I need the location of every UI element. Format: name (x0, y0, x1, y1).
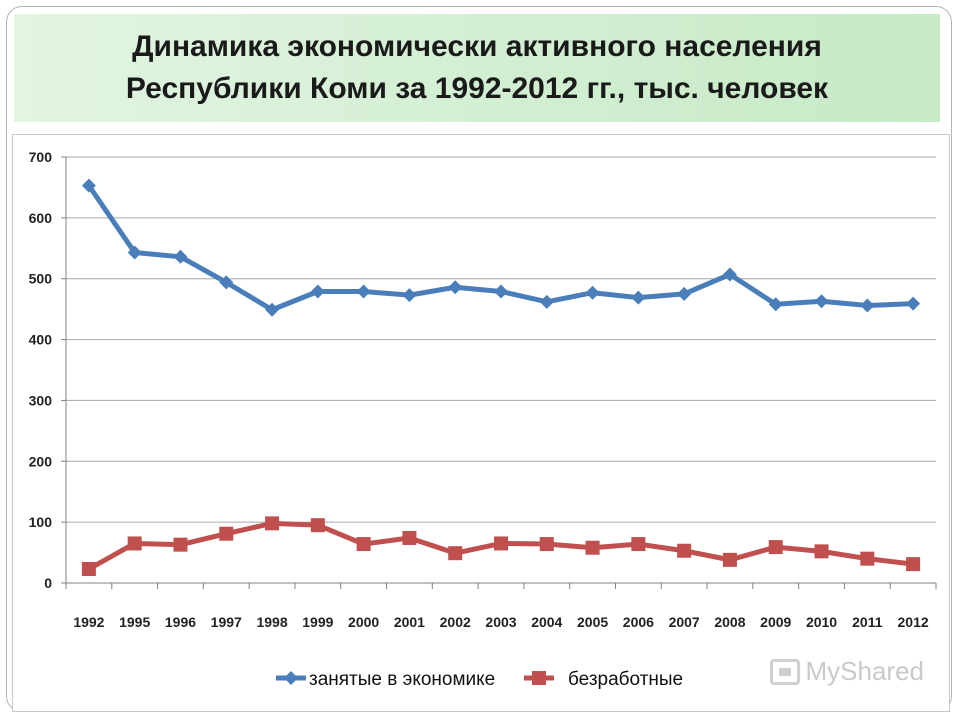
x-tick-label: 2007 (669, 614, 700, 630)
data-point (310, 518, 325, 533)
x-tick-label: 2003 (485, 614, 516, 630)
data-point (906, 296, 921, 311)
title-line-1: Динамика экономически активного населени… (132, 30, 822, 63)
y-tick-label: 700 (29, 149, 53, 165)
x-tick-label: 1996 (165, 614, 196, 630)
legend-item-2: безработные (524, 669, 683, 690)
y-tick-label: 100 (29, 514, 53, 530)
gridlines (66, 156, 936, 584)
watermark: MyShared (769, 656, 925, 687)
data-point (356, 537, 371, 552)
y-tick-label: 600 (29, 210, 53, 226)
data-point (219, 275, 234, 290)
x-tick-label: 2012 (898, 614, 929, 630)
y-axis-ticks: 0 100 200 300 400 500 600 700 (29, 149, 53, 591)
legend-item-1: занятые в экономике (276, 669, 495, 690)
x-tick-label: 2004 (531, 614, 562, 630)
title-banner: Динамика экономически активного населени… (14, 14, 940, 122)
x-tick-label: 2008 (714, 614, 745, 630)
legend-label: безработные (568, 669, 683, 690)
data-point (631, 290, 646, 305)
x-tick-label: 2009 (760, 614, 791, 630)
data-point (265, 302, 280, 317)
data-point (814, 544, 829, 559)
x-axis-ticks: 1992 1995 1996 1997 1998 1999 2000 2001 2002 2003… (73, 614, 929, 630)
data-point (585, 540, 600, 555)
data-point (677, 543, 692, 558)
x-tick-label: 1997 (211, 614, 242, 630)
data-point (814, 294, 829, 309)
data-point (448, 280, 463, 295)
data-point (677, 286, 692, 301)
data-point (127, 245, 142, 260)
x-tick-label: 2011 (852, 614, 883, 630)
data-point (494, 284, 508, 299)
x-tick-label: 1995 (119, 614, 150, 630)
data-point (356, 284, 371, 299)
legend-swatch-marker (532, 671, 546, 685)
data-point (539, 537, 554, 552)
data-point (448, 546, 463, 561)
legend: занятые в экономике безработные (276, 669, 683, 690)
x-tick-label: 2006 (623, 614, 654, 630)
y-tick-label: 200 (29, 453, 53, 469)
data-point (860, 551, 875, 566)
data-point (860, 298, 875, 313)
legend-swatch-marker (284, 671, 298, 685)
data-point (906, 557, 921, 572)
data-point (310, 284, 325, 299)
axes (61, 156, 937, 589)
data-point (127, 536, 142, 551)
data-point (173, 249, 188, 264)
x-tick-label: 1999 (302, 614, 333, 630)
x-tick-label: 1992 (73, 614, 104, 630)
x-tick-label: 2010 (806, 614, 837, 630)
title-line-2: Республики Коми за 1992-2012 гг., тыс. ч… (125, 72, 829, 105)
data-point (585, 285, 600, 300)
watermark-text: MyShared (805, 656, 925, 686)
data-point (173, 537, 188, 552)
x-tick-label: 2005 (577, 614, 608, 630)
y-tick-label: 400 (29, 332, 53, 348)
data-point (81, 178, 96, 193)
data-point (722, 552, 737, 567)
x-tick-label: 2000 (348, 614, 379, 630)
series-lines (81, 178, 921, 577)
data-point (402, 288, 417, 303)
data-point (722, 267, 737, 282)
data-point (539, 294, 554, 309)
x-tick-label: 1998 (256, 614, 287, 630)
data-point (402, 530, 417, 545)
data-point (219, 526, 234, 541)
data-point (768, 297, 783, 312)
legend-label: занятые в экономике (309, 669, 495, 690)
y-tick-label: 300 (29, 392, 53, 408)
data-point (768, 540, 783, 555)
myshared-logo-icon (769, 658, 800, 685)
x-tick-label: 2001 (394, 614, 425, 630)
y-tick-label: 0 (44, 575, 52, 591)
data-point (265, 516, 280, 531)
data-point (81, 562, 96, 577)
x-tick-label: 2002 (440, 614, 471, 630)
y-tick-label: 500 (29, 271, 53, 287)
chart-area (12, 134, 950, 712)
data-point (494, 536, 508, 551)
data-point (631, 537, 646, 552)
